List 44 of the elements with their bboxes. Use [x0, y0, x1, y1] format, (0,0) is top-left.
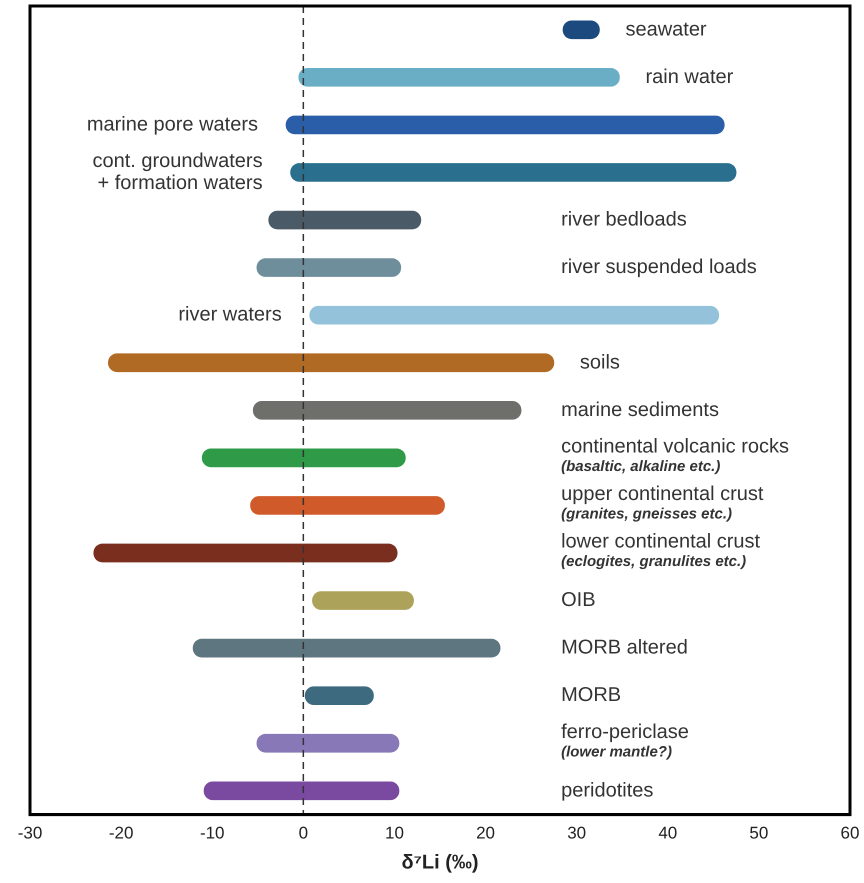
x-tick-label: 10	[384, 823, 404, 842]
y-tick-label: seawater	[625, 18, 707, 40]
y-tick-label: marine sediments	[561, 398, 719, 421]
y-tick-label: soils	[580, 351, 620, 374]
bar	[268, 210, 422, 230]
x-tick-label: 30	[567, 823, 586, 842]
y-tick-label: ferro-periclase (lower mantle?)	[561, 720, 689, 760]
x-axis-title: δ⁷Li (‰)	[401, 852, 479, 874]
y-tick-label: cont. groundwaters + formation waters	[92, 150, 263, 194]
x-tick-label: 50	[749, 823, 768, 842]
y-tick-label: continental volcanic rocks (basaltic, alkaline etc.)	[561, 435, 789, 476]
x-tick-label: 60	[840, 823, 860, 842]
bar	[309, 306, 720, 324]
y-tick-label: river suspended loads	[561, 256, 757, 278]
bar	[108, 353, 554, 372]
x-tick-label: -20	[108, 823, 134, 842]
x-tick-label: 40	[658, 823, 678, 842]
bar	[93, 544, 398, 562]
bar	[256, 258, 402, 277]
bar	[304, 686, 374, 706]
bar	[250, 496, 445, 515]
x-tick-label: 20	[476, 823, 496, 842]
y-tick-label: lower continental crust (eclogites, granulites etc.)	[561, 530, 761, 570]
bar	[202, 448, 406, 468]
bar	[286, 116, 725, 134]
y-tick-label: river waters	[178, 304, 282, 326]
y-tick-label: MORB altered	[561, 636, 688, 659]
bar	[290, 163, 736, 182]
y-tick-label: peridotites	[561, 779, 654, 802]
bar	[204, 781, 400, 800]
bar	[298, 68, 620, 87]
y-tick-label: river bedloads	[561, 208, 687, 231]
y-tick-label: MORB	[561, 684, 622, 706]
bar	[252, 400, 522, 420]
bar	[312, 591, 414, 610]
bar	[192, 638, 500, 658]
x-tick-label: 0	[298, 823, 308, 842]
y-tick-label: OIB	[561, 589, 596, 612]
y-tick-label: upper continental crust (granites, gneisses etc.)	[561, 482, 764, 523]
y-tick-label: marine pore waters	[86, 113, 258, 136]
y-tick-label: rain water	[645, 66, 734, 88]
x-tick-label: -10	[200, 823, 225, 842]
x-tick-label: -30	[18, 823, 42, 842]
bar	[256, 734, 400, 753]
